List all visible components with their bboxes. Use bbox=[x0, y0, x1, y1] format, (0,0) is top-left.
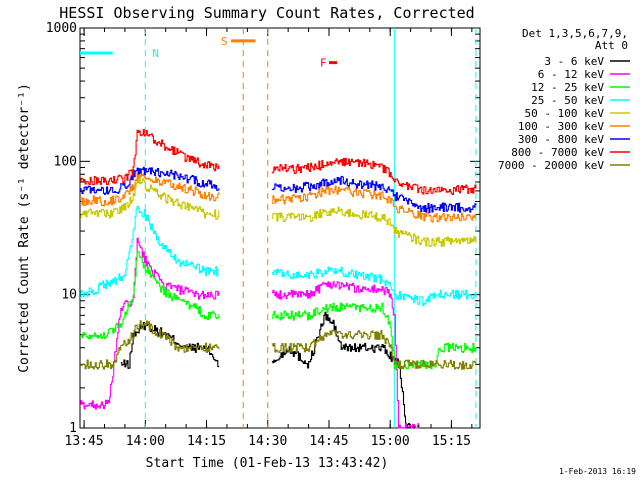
y-tick-label: 100 bbox=[54, 154, 77, 169]
annotation-label: F bbox=[320, 57, 327, 70]
series-100-300keV bbox=[80, 172, 477, 223]
x-tick-label: 15:15 bbox=[432, 434, 471, 449]
y-axis-label: Corrected Count Rate (s⁻¹ detector⁻¹) bbox=[17, 83, 32, 373]
series-line bbox=[271, 185, 477, 223]
legend-header: Det 1,3,5,6,7,9, bbox=[522, 27, 628, 40]
chart-title: HESSI Observing Summary Count Rates, Cor… bbox=[59, 4, 474, 22]
series-line bbox=[271, 329, 477, 370]
timestamp-stamp: 1-Feb-2013 16:19 bbox=[559, 467, 636, 476]
series-line bbox=[271, 281, 420, 429]
series-800-7000keV bbox=[80, 128, 477, 195]
series-300-800keV bbox=[80, 166, 477, 213]
series-line bbox=[80, 172, 220, 207]
legend-label: 7000 - 20000 keV bbox=[498, 159, 604, 172]
series-50-100keV bbox=[80, 173, 477, 247]
series-line bbox=[80, 320, 220, 370]
legend-label: 25 - 50 keV bbox=[531, 94, 604, 107]
y-tick-label: 1000 bbox=[46, 21, 77, 36]
series-line bbox=[271, 206, 477, 247]
x-tick-label: 14:00 bbox=[126, 434, 165, 449]
series-7000-20000keV bbox=[80, 320, 477, 370]
series-line bbox=[80, 166, 220, 195]
series-line bbox=[80, 128, 220, 186]
series-line bbox=[271, 157, 477, 195]
series-line bbox=[80, 237, 220, 410]
y-tick-label: 10 bbox=[61, 288, 77, 303]
series-layer bbox=[80, 128, 477, 429]
legend-label: 12 - 25 keV bbox=[531, 81, 604, 94]
legend-label: 800 - 7000 keV bbox=[511, 146, 604, 159]
series-12-25keV bbox=[80, 250, 477, 370]
legend-header: Att 0 bbox=[595, 39, 628, 52]
y-axis: 1 10 100 1000 bbox=[46, 21, 480, 436]
annotation-layer: N S F bbox=[80, 35, 338, 70]
legend-label: 3 - 6 keV bbox=[544, 55, 604, 68]
series-line bbox=[271, 175, 477, 213]
y-tick-label: 1 bbox=[69, 421, 77, 436]
x-tick-label: 14:15 bbox=[187, 434, 226, 449]
series-6-12keV bbox=[80, 237, 420, 429]
annotation-label: S bbox=[221, 35, 228, 48]
x-tick-label: 13:45 bbox=[65, 434, 104, 449]
legend-label: 6 - 12 keV bbox=[538, 68, 605, 81]
plot-area bbox=[79, 27, 481, 429]
series-line bbox=[80, 250, 220, 340]
x-tick-label: 14:45 bbox=[309, 434, 348, 449]
plot-frame bbox=[79, 27, 481, 429]
legend-label: 300 - 800 keV bbox=[518, 133, 604, 146]
series-25-50keV bbox=[80, 206, 477, 307]
x-axis-label: Start Time (01-Feb-13 13:43:42) bbox=[146, 456, 389, 471]
annotation-label: N bbox=[152, 47, 159, 60]
legend-label: 50 - 100 keV bbox=[525, 107, 605, 120]
legend-label: 100 - 300 keV bbox=[518, 120, 604, 133]
series-line bbox=[271, 302, 477, 370]
x-tick-label: 15:00 bbox=[371, 434, 410, 449]
x-tick-label: 14:30 bbox=[248, 434, 287, 449]
series-line bbox=[80, 206, 219, 298]
series-3-6keV bbox=[120, 311, 420, 429]
series-line bbox=[271, 266, 477, 307]
series-line bbox=[80, 173, 220, 220]
